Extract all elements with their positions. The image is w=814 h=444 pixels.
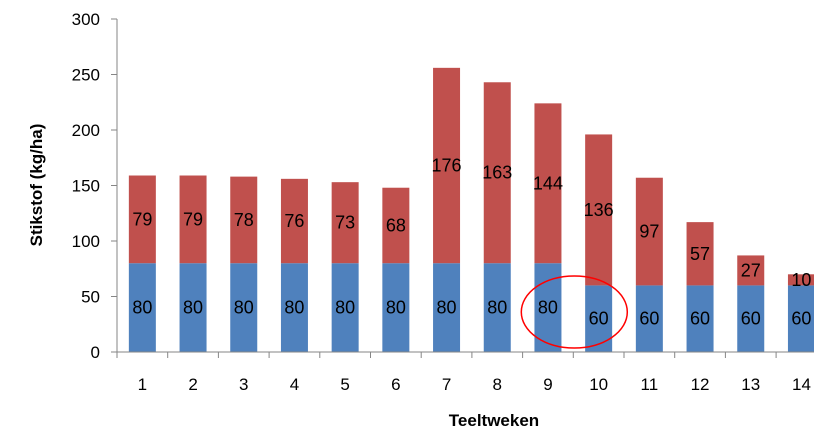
data-label-bottom: 80	[284, 298, 304, 318]
bar-segment-top	[128, 175, 156, 264]
data-label-top: 78	[234, 210, 254, 230]
y-tick-label: 300	[72, 10, 100, 29]
bar-segment-bottom	[280, 263, 308, 352]
bar-segment-top	[635, 177, 663, 286]
data-label-bottom: 80	[487, 298, 507, 318]
x-tick-label: 12	[691, 375, 710, 394]
data-label-bottom: 80	[538, 298, 558, 318]
x-tick-label: 6	[391, 375, 400, 394]
x-tick-label: 13	[741, 375, 760, 394]
data-label-top: 97	[639, 222, 659, 242]
y-tick-label: 200	[72, 121, 100, 140]
bar-segment-top	[737, 255, 765, 286]
y-axis-title: Stikstof (kg/ha)	[27, 124, 46, 247]
bar-segment-bottom	[635, 285, 663, 352]
bar-segment-top	[382, 187, 410, 264]
bar-segment-top	[179, 175, 207, 264]
bar-segment-top	[280, 178, 308, 264]
y-tick-label: 0	[91, 343, 100, 362]
x-tick-label: 7	[442, 375, 451, 394]
bar-segment-bottom	[230, 263, 258, 352]
bar-segment-top	[433, 67, 461, 264]
bar-segment-top	[585, 134, 613, 286]
x-tick-label: 3	[239, 375, 248, 394]
y-tick-label: 150	[72, 177, 100, 196]
data-label-top: 68	[386, 215, 406, 235]
data-label-top: 79	[132, 209, 152, 229]
data-label-top: 79	[183, 209, 203, 229]
x-tick-label: 2	[188, 375, 197, 394]
y-tick-label: 50	[81, 288, 100, 307]
annotation-layer	[520, 275, 629, 349]
bar-segment-bottom	[128, 263, 156, 352]
data-label-bottom: 80	[386, 298, 406, 318]
bar-segment-bottom	[331, 263, 359, 352]
bar-segment-top	[787, 274, 814, 286]
x-tick-label: 11	[641, 375, 659, 394]
x-axis-title: Teeltweken	[449, 411, 539, 430]
bar-segment-top	[483, 82, 511, 264]
x-tick-label: 14	[792, 375, 811, 394]
data-label-top: 57	[690, 244, 710, 264]
bar-segment-bottom	[787, 285, 814, 352]
bar-segment-bottom	[686, 285, 714, 352]
bar-segment-top	[331, 182, 359, 264]
y-tick-label: 100	[72, 232, 100, 251]
data-label-top: 73	[335, 213, 355, 233]
bar-segment-bottom	[483, 263, 511, 352]
bar-segment-bottom	[382, 263, 410, 352]
data-label-bottom: 80	[132, 298, 152, 318]
bar-segment-top	[534, 103, 562, 264]
bar-segment-bottom	[433, 263, 461, 352]
x-tick-label: 10	[589, 375, 608, 394]
data-label-bottom: 80	[183, 298, 203, 318]
data-label-top: 76	[284, 211, 304, 231]
bar-segment-bottom	[179, 263, 207, 352]
data-label-bottom: 80	[437, 298, 457, 318]
bar-segment-bottom	[585, 285, 613, 352]
x-tick-label: 8	[493, 375, 502, 394]
bar-segment-top	[230, 176, 258, 264]
bar-segment-top	[686, 222, 714, 286]
data-label-bottom: 60	[741, 309, 761, 329]
x-tick-label: 5	[340, 375, 349, 394]
y-tick-label: 250	[72, 66, 100, 85]
highlight-ellipse	[520, 275, 629, 349]
x-tick-label: 9	[543, 375, 552, 394]
data-label-bottom: 60	[589, 309, 609, 329]
data-label-bottom: 60	[639, 309, 659, 329]
data-label-bottom: 80	[234, 298, 254, 318]
data-label-bottom: 60	[791, 309, 811, 329]
data-label-top: 136	[584, 200, 614, 220]
bars-layer	[128, 67, 814, 352]
data-label-top: 163	[482, 163, 512, 183]
bar-segment-bottom	[737, 285, 765, 352]
data-label-top: 176	[432, 156, 462, 176]
x-tick-label: 4	[290, 375, 299, 394]
data-label-bottom: 60	[690, 309, 710, 329]
x-tick-label: 1	[138, 375, 147, 394]
data-label-top: 27	[741, 260, 761, 280]
data-label-top: 144	[533, 173, 563, 193]
data-label-top: 10	[791, 270, 811, 290]
data-label-bottom: 80	[335, 298, 355, 318]
labels-layer: 80 79 80 79 80 78 80 76 80 73 80 68 80 176 80 163 80 144 6…	[132, 156, 811, 329]
